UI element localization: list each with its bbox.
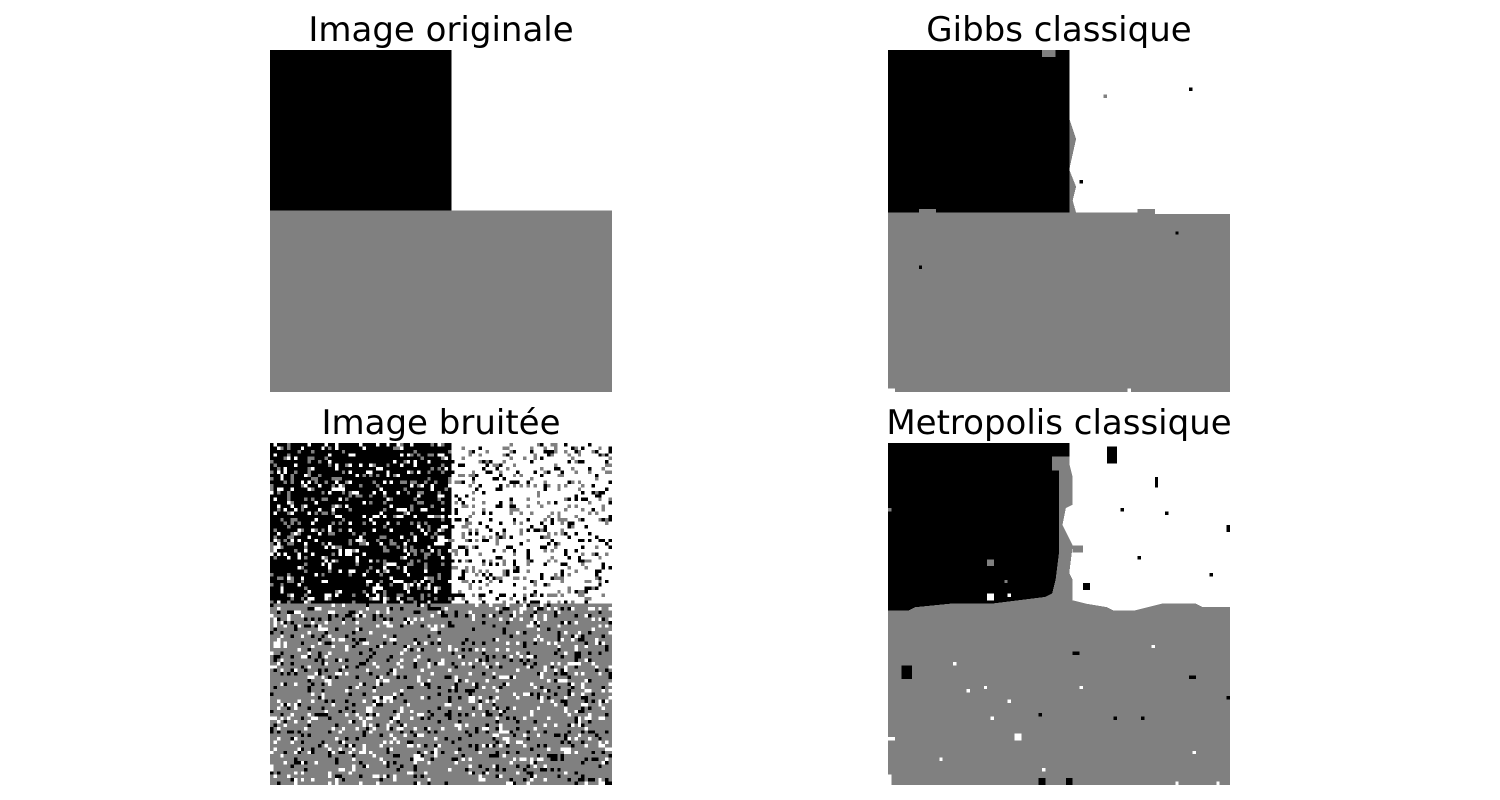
panel-title-original: Image originale	[308, 10, 574, 50]
panel-title-noisy: Image bruitée	[321, 403, 561, 443]
image-noisy	[270, 443, 612, 785]
image-original	[270, 50, 612, 392]
panel-title-metropolis: Metropolis classique	[886, 403, 1232, 443]
image-gibbs	[888, 50, 1230, 392]
image-metropolis	[888, 443, 1230, 785]
panel-title-gibbs: Gibbs classique	[926, 10, 1192, 50]
